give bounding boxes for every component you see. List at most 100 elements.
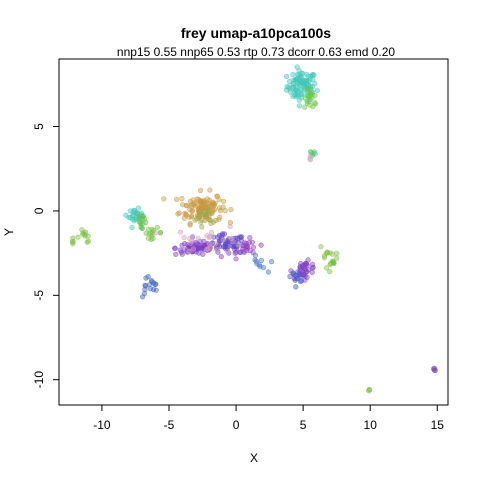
data-point xyxy=(430,366,437,372)
data-point xyxy=(238,234,244,241)
data-point xyxy=(188,203,194,209)
data-point xyxy=(240,246,246,252)
data-point xyxy=(207,187,213,193)
data-point xyxy=(309,261,316,268)
data-point xyxy=(149,279,155,285)
data-point xyxy=(331,260,337,266)
x-axis: -10 -5 0 5 10 15 xyxy=(93,404,445,432)
data-point xyxy=(323,250,329,256)
data-point xyxy=(130,213,136,219)
y-axis: -10 -5 0 5 xyxy=(32,123,60,388)
data-point xyxy=(321,255,328,261)
data-point xyxy=(303,260,309,266)
data-point xyxy=(290,71,296,78)
data-point xyxy=(284,73,290,80)
data-point xyxy=(258,257,265,264)
data-point xyxy=(334,255,340,261)
data-point xyxy=(140,213,146,219)
x-tick-label: 15 xyxy=(431,418,445,432)
data-point xyxy=(252,252,258,258)
data-point xyxy=(218,254,224,260)
x-tick-label: 10 xyxy=(364,418,378,432)
data-point xyxy=(254,261,260,267)
data-point xyxy=(198,187,204,193)
data-point xyxy=(292,92,298,98)
data-point xyxy=(287,273,293,280)
data-point xyxy=(321,253,328,259)
data-point xyxy=(127,208,133,214)
data-point xyxy=(228,207,234,213)
data-point xyxy=(174,196,180,202)
data-point xyxy=(179,242,185,248)
data-point xyxy=(323,265,330,271)
data-point xyxy=(293,77,299,83)
data-point xyxy=(157,229,164,236)
data-point xyxy=(305,73,311,79)
data-point xyxy=(190,246,196,252)
data-point xyxy=(161,196,167,202)
data-point xyxy=(296,103,303,109)
x-tick-label: 5 xyxy=(300,418,307,432)
data-point xyxy=(298,70,304,76)
data-point xyxy=(246,240,252,246)
data-point xyxy=(290,84,297,90)
data-point xyxy=(207,233,213,239)
data-point xyxy=(327,269,333,275)
data-point xyxy=(149,233,155,239)
data-point xyxy=(318,244,324,250)
x-tick-label: -10 xyxy=(93,418,111,432)
data-point xyxy=(217,208,224,214)
data-point xyxy=(334,250,340,256)
data-point xyxy=(213,241,219,247)
data-point xyxy=(312,92,318,99)
data-point xyxy=(297,264,303,270)
data-point xyxy=(197,198,203,205)
data-point xyxy=(301,77,307,83)
data-point xyxy=(153,230,159,236)
data-point xyxy=(312,151,318,157)
data-point xyxy=(219,231,226,237)
data-point xyxy=(137,219,143,226)
data-point xyxy=(145,235,151,241)
data-point xyxy=(205,204,211,210)
data-point xyxy=(135,205,142,211)
data-point xyxy=(210,219,216,225)
data-point xyxy=(295,275,301,281)
chart-subtitle: nnp15 0.55 nnp65 0.53 rtp 0.73 dcorr 0.6… xyxy=(117,45,396,59)
data-point xyxy=(302,104,308,110)
data-point xyxy=(257,264,263,270)
chart-title: frey umap-a10pca100s xyxy=(181,25,331,41)
data-point xyxy=(150,287,157,293)
data-point xyxy=(296,92,302,98)
data-point xyxy=(216,217,222,223)
data-point xyxy=(142,216,148,222)
data-point xyxy=(82,233,88,239)
data-point xyxy=(310,104,316,110)
data-point xyxy=(225,249,231,255)
data-point xyxy=(258,242,264,248)
data-point xyxy=(75,234,81,240)
data-point xyxy=(173,251,179,257)
y-axis-label: Y xyxy=(2,228,16,236)
data-point xyxy=(186,248,192,254)
data-point xyxy=(300,70,306,76)
data-point xyxy=(310,71,316,78)
y-tick-label: 5 xyxy=(32,123,46,130)
y-tick-label: -5 xyxy=(32,290,46,301)
data-point xyxy=(172,245,178,251)
data-point xyxy=(306,93,312,100)
data-point xyxy=(85,238,91,244)
data-point xyxy=(214,247,220,253)
data-point xyxy=(233,256,239,262)
data-point xyxy=(287,89,293,95)
data-point xyxy=(195,235,201,241)
data-point xyxy=(189,234,196,240)
data-point xyxy=(145,274,151,280)
data-point xyxy=(330,251,336,257)
data-point xyxy=(220,204,226,210)
data-point xyxy=(307,153,313,159)
data-point xyxy=(192,200,198,206)
data-point xyxy=(220,237,226,243)
data-point xyxy=(190,197,196,203)
